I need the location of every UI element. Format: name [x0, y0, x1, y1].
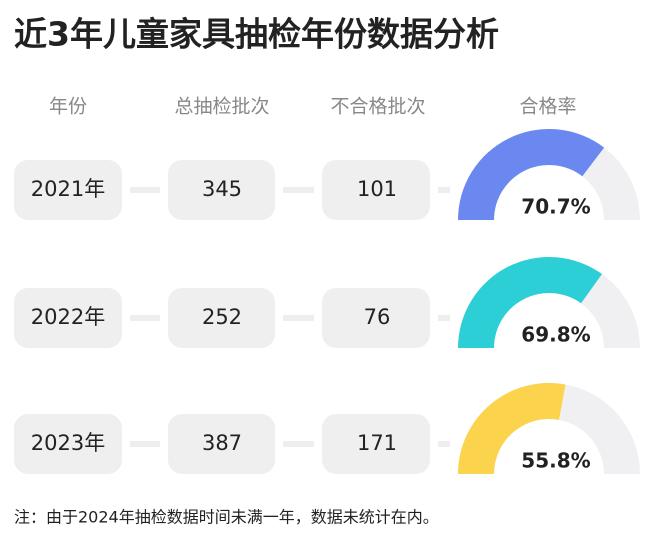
year: 2022年 [31, 305, 105, 329]
year: 2021年 [31, 177, 105, 201]
total: 345 [202, 177, 242, 201]
column-header: 不合格批次 [330, 96, 425, 118]
cell-pill [322, 160, 430, 220]
pass-rate: 69.8% [521, 323, 590, 347]
connector [283, 187, 314, 193]
title: 近3年儿童家具抽检年份数据分析 [14, 15, 499, 54]
gauge-fill [458, 383, 566, 474]
footnote: 注：由于2024年抽检数据时间未满一年，数据未统计在内。 [14, 508, 439, 527]
pass-rate: 55.8% [521, 449, 590, 473]
connector [438, 441, 450, 447]
cell-pill [14, 160, 122, 220]
cell-pill [14, 414, 122, 474]
connector [130, 315, 160, 321]
cell-pill [322, 288, 430, 348]
failed: 76 [364, 305, 391, 329]
cell-pill [168, 414, 275, 474]
gauge-fill [458, 257, 603, 348]
year: 2023年 [31, 431, 105, 455]
connector [283, 441, 314, 447]
column-header: 年份 [49, 96, 87, 118]
column-header: 合格率 [519, 96, 576, 118]
failed: 101 [357, 177, 397, 201]
connector [130, 187, 160, 193]
cell-pill [168, 160, 275, 220]
connector [130, 441, 160, 447]
connector [283, 315, 314, 321]
cell-pill [14, 288, 122, 348]
cell-pill [168, 288, 275, 348]
connector [438, 187, 450, 193]
gauge-fill [458, 128, 605, 220]
column-header: 总抽检批次 [174, 96, 269, 118]
total: 387 [202, 431, 242, 455]
total: 252 [202, 305, 242, 329]
pass-rate: 70.7% [521, 195, 590, 219]
connector [438, 315, 450, 321]
cell-pill [322, 414, 430, 474]
failed: 171 [357, 431, 397, 455]
